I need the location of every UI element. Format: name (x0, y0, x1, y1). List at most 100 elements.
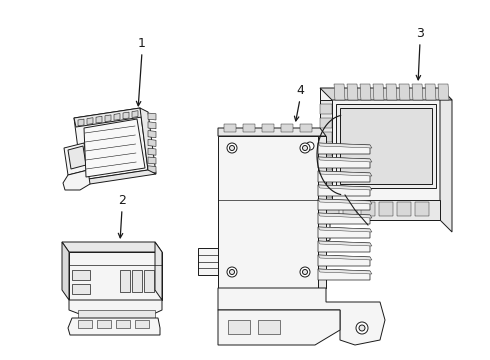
Bar (361, 202, 375, 216)
Polygon shape (155, 242, 162, 300)
Polygon shape (69, 300, 162, 318)
Text: 4: 4 (296, 84, 304, 97)
Polygon shape (412, 84, 423, 100)
Polygon shape (132, 111, 138, 117)
Polygon shape (318, 143, 372, 148)
Polygon shape (87, 118, 93, 125)
Polygon shape (218, 128, 326, 136)
Polygon shape (68, 146, 86, 169)
Text: 2: 2 (118, 194, 126, 207)
Polygon shape (218, 288, 385, 345)
Bar (97, 320, 111, 328)
Polygon shape (318, 199, 372, 204)
Polygon shape (218, 310, 340, 345)
Polygon shape (320, 200, 440, 220)
Polygon shape (320, 88, 452, 100)
Polygon shape (148, 113, 156, 120)
Bar (379, 202, 393, 216)
Bar (132, 270, 142, 292)
Circle shape (300, 267, 310, 277)
Polygon shape (148, 157, 156, 164)
Polygon shape (318, 269, 372, 274)
Polygon shape (140, 108, 156, 174)
Polygon shape (148, 166, 156, 173)
Polygon shape (386, 84, 397, 100)
Text: 3: 3 (416, 27, 424, 40)
Polygon shape (318, 241, 370, 252)
Polygon shape (318, 213, 370, 224)
Polygon shape (62, 242, 162, 252)
Bar (135, 320, 149, 328)
Polygon shape (148, 122, 156, 129)
Polygon shape (318, 136, 326, 288)
Polygon shape (320, 100, 332, 220)
Circle shape (229, 270, 235, 274)
Polygon shape (318, 241, 372, 246)
Polygon shape (318, 157, 372, 162)
Circle shape (227, 267, 237, 277)
Polygon shape (360, 84, 371, 100)
Polygon shape (440, 88, 452, 232)
Polygon shape (320, 188, 332, 198)
Polygon shape (399, 84, 410, 100)
Polygon shape (318, 171, 370, 182)
Polygon shape (68, 318, 160, 335)
Polygon shape (198, 248, 218, 275)
Polygon shape (336, 104, 436, 188)
Polygon shape (63, 170, 90, 190)
Polygon shape (148, 139, 156, 147)
Polygon shape (340, 108, 432, 184)
Polygon shape (334, 84, 345, 100)
Bar (258, 320, 280, 334)
Bar (415, 202, 429, 216)
Polygon shape (148, 148, 156, 155)
Circle shape (302, 270, 308, 274)
Polygon shape (318, 227, 370, 238)
Bar (343, 202, 357, 216)
Bar (78, 320, 92, 328)
Circle shape (227, 143, 237, 153)
Polygon shape (347, 84, 358, 100)
Polygon shape (318, 213, 372, 218)
Polygon shape (320, 132, 332, 142)
Circle shape (306, 142, 314, 150)
Polygon shape (105, 115, 111, 122)
Circle shape (356, 322, 368, 334)
Polygon shape (320, 174, 332, 184)
Polygon shape (318, 185, 372, 190)
Polygon shape (114, 113, 120, 120)
Circle shape (302, 145, 308, 150)
Bar (72, 284, 90, 294)
Polygon shape (318, 171, 372, 176)
Polygon shape (320, 146, 332, 156)
Polygon shape (320, 88, 440, 220)
Polygon shape (78, 310, 155, 318)
Bar (116, 320, 130, 328)
Bar (397, 202, 411, 216)
Polygon shape (262, 124, 274, 132)
Polygon shape (281, 124, 293, 132)
Polygon shape (300, 124, 312, 132)
Polygon shape (320, 104, 332, 114)
Polygon shape (318, 199, 370, 210)
Polygon shape (318, 157, 370, 168)
Polygon shape (69, 252, 162, 300)
Polygon shape (123, 112, 129, 119)
Circle shape (229, 145, 235, 150)
Polygon shape (74, 108, 148, 180)
Polygon shape (96, 116, 102, 123)
Polygon shape (320, 202, 332, 212)
Polygon shape (74, 108, 142, 127)
Polygon shape (318, 143, 370, 154)
Bar (228, 320, 250, 334)
Polygon shape (305, 220, 330, 245)
Bar (120, 270, 130, 292)
Polygon shape (82, 170, 156, 184)
Circle shape (300, 143, 310, 153)
Polygon shape (318, 255, 372, 260)
Polygon shape (318, 227, 372, 232)
Polygon shape (438, 84, 449, 100)
Bar (144, 270, 154, 292)
Text: 1: 1 (138, 37, 146, 50)
Polygon shape (318, 255, 370, 266)
